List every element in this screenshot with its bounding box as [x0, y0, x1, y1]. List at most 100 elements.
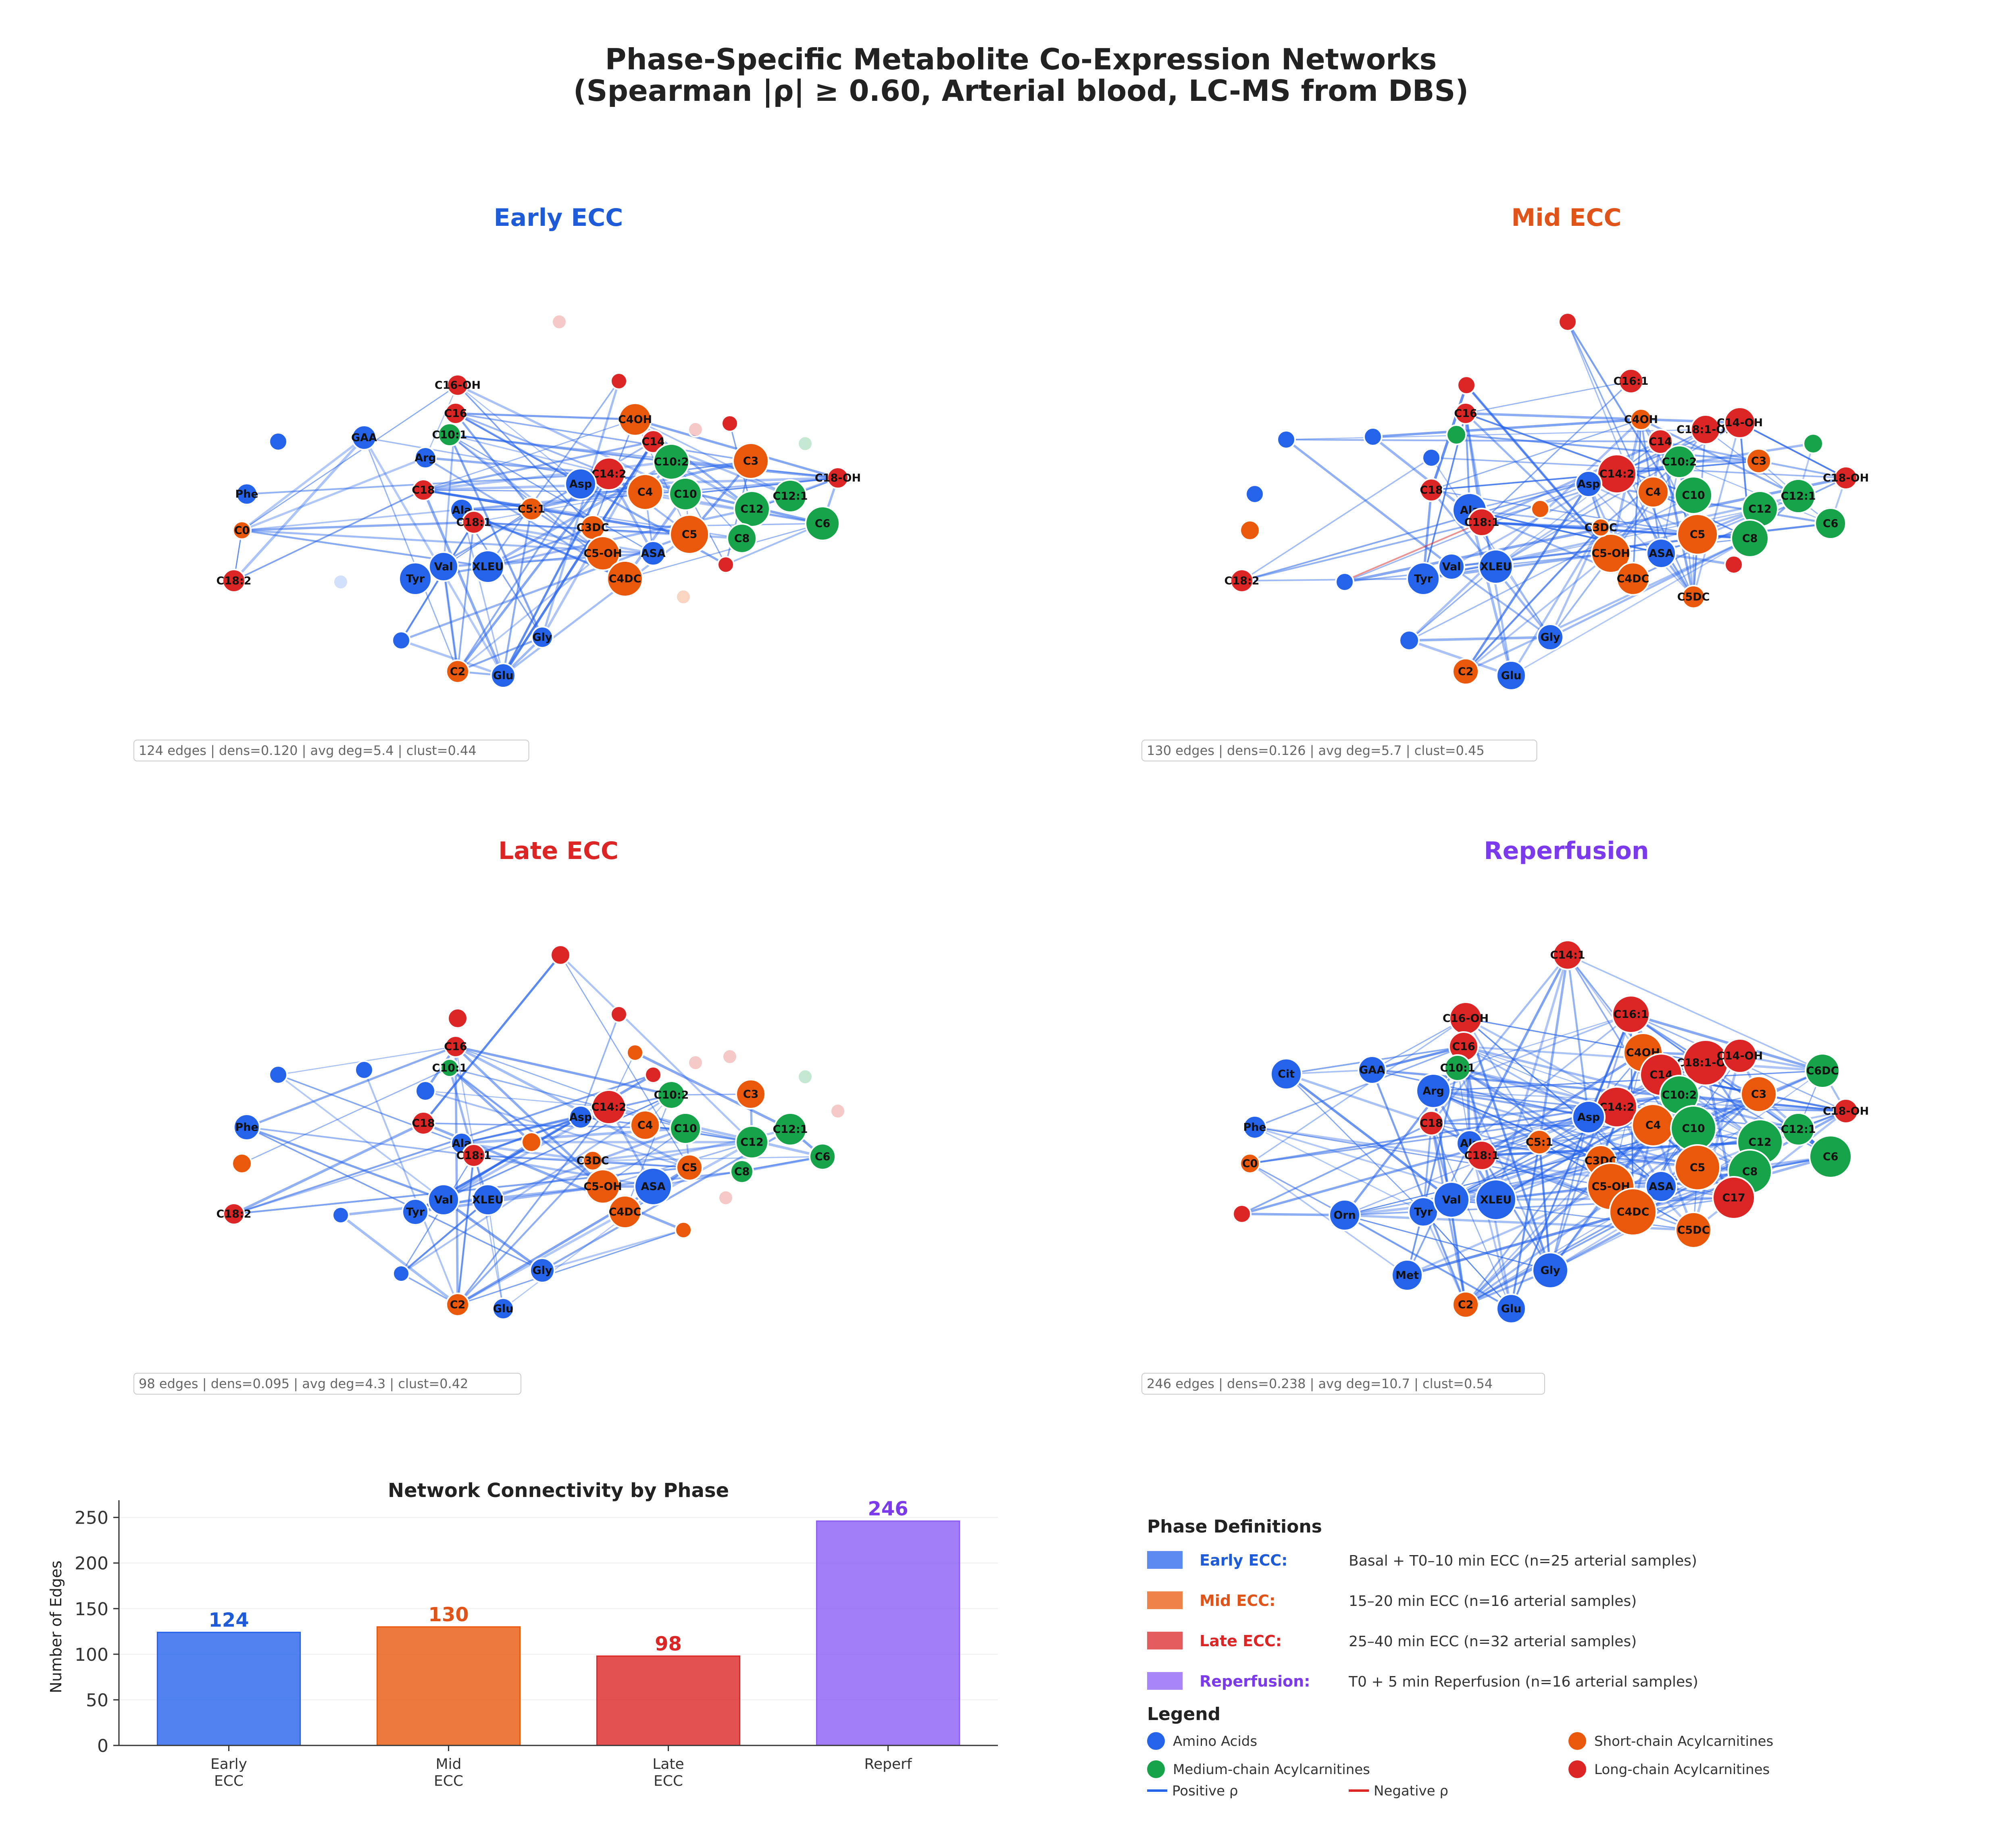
- node-c8: [727, 523, 757, 554]
- node-label: C10: [1682, 1122, 1705, 1135]
- phase-swatch: [1147, 1632, 1183, 1649]
- x-tick-label-line: Early: [210, 1756, 247, 1772]
- phase-swatch: [1147, 1551, 1183, 1569]
- panel-title-late: Late ECC: [498, 837, 619, 865]
- node-label: C5:1: [1526, 1136, 1553, 1149]
- node-gly: [529, 1257, 555, 1283]
- node-glu: [1496, 660, 1527, 691]
- node-c17: [1712, 1176, 1756, 1220]
- node-label: C8: [1742, 1166, 1758, 1178]
- node-label: C10:2: [654, 456, 689, 468]
- node-label: C8: [734, 1166, 750, 1178]
- network-edge: [457, 384, 581, 485]
- network-edge: [635, 418, 838, 479]
- network-edge: [1457, 1013, 1631, 1069]
- legend-class-label: Medium-chain Acylcarnitines: [1173, 1762, 1370, 1778]
- network-edge: [1511, 538, 1750, 676]
- network-edge: [1692, 1055, 1741, 1230]
- node-label: C10:2: [654, 1089, 689, 1101]
- node-label: C3DC: [1585, 521, 1617, 534]
- node-label: C18: [1420, 484, 1443, 496]
- node-label: Tyr: [406, 573, 425, 585]
- network-edge: [1451, 566, 1551, 638]
- node-label: C10:2: [1662, 456, 1697, 468]
- network-edge: [455, 1045, 690, 1169]
- node-label: Tyr: [1414, 573, 1433, 585]
- node-c10-2: [1662, 445, 1696, 479]
- x-tick-label-line: ECC: [654, 1773, 683, 1789]
- node-label: C14: [1649, 436, 1672, 448]
- node-c18-1: [1466, 1140, 1497, 1171]
- node-c12-1: [773, 1112, 807, 1146]
- network-edge: [449, 434, 609, 475]
- network-edge: [246, 1126, 543, 1271]
- x-tick-label-line: ECC: [214, 1773, 244, 1789]
- node-label: C16:1: [1614, 1008, 1649, 1021]
- node-unlabeled: [550, 945, 571, 965]
- node-unlabeled: [610, 1005, 628, 1023]
- network-edge: [457, 384, 594, 528]
- node-unlabeled: [1422, 448, 1441, 467]
- node-c10-1: [1444, 1054, 1471, 1082]
- node-unlabeled: [551, 314, 567, 330]
- node-label: C4: [637, 486, 653, 498]
- node-unlabeled: [1245, 484, 1264, 504]
- node-xleu: [1478, 549, 1514, 584]
- edges-late: [233, 954, 824, 1309]
- node-tyr: [402, 1198, 429, 1226]
- node-unlabeled: [1531, 499, 1550, 519]
- node-label: C12:1: [773, 490, 808, 502]
- node-val: [1433, 1181, 1470, 1218]
- node-c4dc: [1609, 1188, 1657, 1236]
- network-edge: [449, 1067, 604, 1188]
- node-c4oh: [1630, 408, 1652, 431]
- node-label: C2: [450, 1299, 466, 1311]
- phase-description: 25–40 min ECC (n=32 arterial samples): [1349, 1633, 1637, 1650]
- node-asa: [634, 1167, 673, 1206]
- network-edge: [340, 1214, 458, 1306]
- network-edge: [1286, 438, 1661, 443]
- y-tick-label: 100: [75, 1645, 108, 1665]
- node-unlabeled: [687, 1055, 704, 1071]
- node-c2: [1452, 658, 1479, 685]
- node-unlabeled: [644, 1066, 662, 1084]
- network-edge: [457, 483, 581, 672]
- y-tick-label: 250: [75, 1508, 108, 1528]
- network-edge: [1469, 1013, 1632, 1144]
- bar-value-label: 246: [868, 1498, 908, 1520]
- node-c5: [1677, 513, 1718, 555]
- network-edge: [1616, 442, 1814, 475]
- network-edge: [442, 566, 459, 672]
- network-edge: [457, 1160, 594, 1305]
- node-c10-2: [653, 443, 690, 480]
- legend-class-label: Amino Acids: [1173, 1733, 1257, 1749]
- node-c16-1: [1618, 368, 1644, 394]
- node-label: XLEU: [472, 1194, 504, 1206]
- node-label: C18-OH: [1823, 472, 1869, 484]
- node-c18-oh: [827, 467, 849, 489]
- node-unlabeled: [722, 1049, 738, 1065]
- network-edge: [1567, 954, 1823, 1072]
- network-edge: [454, 1045, 604, 1188]
- network-edge: [423, 954, 561, 1124]
- network-edge: [1510, 1142, 1541, 1309]
- node-label: C4DC: [609, 573, 641, 585]
- node-phe: [233, 1113, 260, 1141]
- node-label: C17: [1722, 1192, 1745, 1204]
- network-edge: [401, 639, 504, 677]
- node-label: C16-OH: [1443, 1012, 1489, 1025]
- network-edge: [1285, 1073, 1452, 1201]
- bar-3: [816, 1520, 960, 1746]
- node-c5: [1674, 1144, 1721, 1191]
- node-label: C16: [1452, 1040, 1475, 1053]
- node-c18-1: [1467, 508, 1496, 537]
- node-label: Tyr: [1414, 1206, 1433, 1218]
- node-glu: [492, 1297, 514, 1320]
- node-label: Val: [434, 1194, 453, 1206]
- network-edge: [1481, 1124, 1654, 1156]
- network-edge: [1250, 1017, 1466, 1164]
- network-edge: [454, 1046, 459, 1305]
- network-edge: [241, 436, 365, 532]
- node-gly: [531, 626, 554, 648]
